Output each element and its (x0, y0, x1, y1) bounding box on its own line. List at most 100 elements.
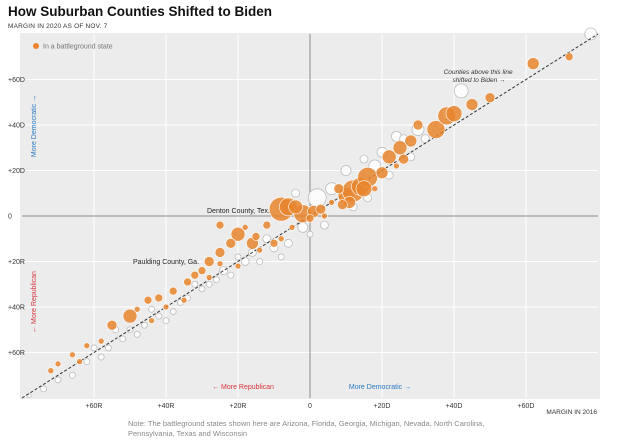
point-battleground-county (106, 319, 118, 331)
point-battleground-county (168, 286, 178, 296)
point-battleground-county (69, 351, 76, 359)
point-battleground-county (215, 220, 225, 230)
point-battleground-county (216, 260, 224, 268)
point-battleground-county (484, 92, 496, 103)
x-more-democratic-label: More Democratic → (349, 384, 411, 391)
point-battleground-county (392, 140, 408, 156)
point-battleground-county (305, 213, 315, 223)
point-other-county (307, 188, 327, 208)
point-battleground-county (404, 134, 418, 148)
point-other-county (105, 344, 112, 352)
point-other-county (54, 376, 62, 384)
point-battleground-county (203, 256, 215, 267)
point-other-county (97, 353, 105, 361)
footnote: Note: The battleground states shown here… (128, 419, 485, 438)
point-other-county (191, 280, 199, 288)
point-battleground-county (143, 295, 153, 305)
x-tick-label: +20D (374, 403, 391, 410)
point-other-county (148, 305, 156, 313)
point-battleground-county (288, 199, 303, 215)
point-battleground-county (241, 224, 249, 231)
point-battleground-county (371, 185, 379, 192)
point-other-county (256, 258, 264, 265)
point-battleground-county (333, 183, 345, 194)
point-battleground-county (328, 199, 335, 206)
point-other-county (83, 358, 91, 366)
x-tick-label: +60R (86, 403, 103, 410)
point-other-county (155, 312, 163, 320)
point-other-county (198, 285, 206, 293)
point-other-county (133, 330, 141, 338)
point-battleground-county (277, 235, 285, 243)
annotation-paulding: Paulding County, Ga. (133, 259, 199, 266)
x-axis-title: MARGIN IN 2016 (546, 409, 597, 416)
point-battleground-county (47, 367, 55, 375)
x-tick-label: +40R (158, 403, 175, 410)
legend-swatch (33, 43, 39, 49)
point-battleground-county (230, 226, 246, 242)
point-battleground-county (269, 239, 279, 248)
point-battleground-county (205, 274, 213, 281)
point-other-county (219, 266, 229, 276)
point-other-county (240, 257, 250, 266)
annotation-denton: Denton County, Tex. (207, 208, 270, 215)
point-battleground-county (375, 166, 389, 180)
point-battleground-county (445, 105, 463, 122)
legend-label: In a battleground state (43, 44, 113, 51)
point-battleground-county (465, 98, 479, 111)
x-tick-label: +20R (230, 403, 247, 410)
point-battleground-county (355, 180, 373, 197)
point-other-county (234, 253, 242, 261)
point-battleground-county (337, 199, 348, 210)
annotation-shift-line: Counties above this line shifted to Bide… (444, 69, 515, 84)
y-tick-label: 0 (8, 214, 12, 221)
y-tick-label: +40D (8, 123, 25, 130)
points-battleground (47, 52, 574, 375)
point-other-county (291, 188, 301, 198)
point-battleground-county (162, 303, 170, 311)
point-battleground-county (564, 52, 574, 62)
point-other-county (140, 321, 148, 329)
point-battleground-county (526, 57, 540, 70)
annotation-shift-line-1: Counties above this line (444, 69, 513, 76)
point-battleground-county (214, 247, 226, 258)
point-battleground-county (251, 232, 261, 241)
point-battleground-county (83, 342, 91, 349)
point-battleground-county (426, 120, 446, 139)
tick-labels: +60R +40R +20R 0 +20D +40D +60D +60D +40D +20D 0 +2… (8, 77, 534, 410)
y-tick-label: +20D (8, 168, 25, 175)
point-other-county (69, 371, 76, 379)
point-battleground-county (234, 262, 242, 270)
point-battleground-county (190, 270, 200, 280)
point-other-county (453, 83, 469, 99)
point-battleground-county (133, 305, 141, 313)
point-other-county (584, 27, 598, 41)
x-more-republican-label: ← More Republican (212, 384, 274, 391)
point-other-county (90, 344, 98, 352)
point-battleground-county (197, 266, 207, 275)
point-other-county (297, 221, 309, 233)
point-other-county (169, 308, 177, 315)
annotation-shift-line-2: shifted to Biden → (452, 77, 505, 84)
point-other-county (119, 335, 127, 343)
y-tick-label: +60D (8, 77, 25, 84)
point-battleground-county (154, 293, 164, 303)
point-battleground-county (97, 337, 105, 345)
point-battleground-county (288, 224, 296, 231)
point-battleground-county (321, 212, 328, 220)
x-tick-label: 0 (308, 403, 312, 410)
point-battleground-county (256, 246, 263, 254)
point-other-county (26, 393, 32, 399)
y-more-democratic-label: More Democratic → (31, 95, 38, 157)
point-battleground-county (225, 238, 237, 249)
point-other-county (359, 154, 369, 164)
point-battleground-county (381, 149, 397, 165)
x-tick-label: +60D (518, 403, 535, 410)
y-tick-label: +40R (8, 305, 25, 312)
point-battleground-county (76, 358, 83, 365)
point-battleground-county (122, 308, 138, 324)
point-battleground-county (183, 277, 192, 287)
point-other-county (283, 238, 293, 248)
chart-title: How Suburban Counties Shifted to Biden (8, 4, 272, 19)
